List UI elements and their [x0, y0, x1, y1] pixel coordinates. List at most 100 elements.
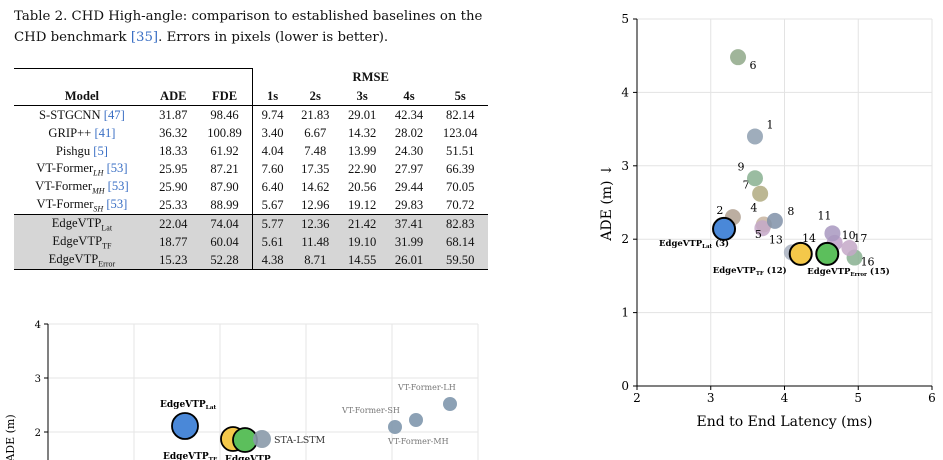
value-cell: 4.38 [252, 251, 292, 270]
value-cell: 123.04 [442, 125, 478, 140]
point-label: VT-Former-LH [397, 383, 456, 392]
value-cell: 87.21 [210, 161, 239, 176]
x-tick-label: 2 [633, 391, 641, 405]
y-tick-label: 5 [621, 12, 629, 26]
y-tick-label: 0 [621, 379, 629, 393]
point-label: 2 [716, 204, 723, 217]
model-name-cell: EdgeVTPError [14, 251, 150, 270]
value-cell: 27.97 [394, 161, 424, 176]
model-name: Pishgu [55, 143, 91, 158]
citation-link[interactable]: [53] [106, 160, 128, 175]
point-label: EdgeVTP [225, 455, 271, 460]
table-header-row-2: Model ADE FDE 1s 2s 3s 4s 5s [14, 87, 488, 106]
x-tick-label: 6 [928, 391, 936, 405]
table-row: VT-FormerMH [53] 25.90 87.90 6.40 14.62 20.56… [14, 178, 488, 196]
scatter-point [443, 397, 457, 411]
model-name: GRIP++ [48, 125, 92, 140]
value-cell: 74.04 [196, 214, 253, 233]
highlight-point [171, 412, 199, 440]
x-tick-label: 5 [854, 391, 862, 405]
model-name-cell: EdgeVTPLat [14, 214, 150, 233]
point-label: 11 [817, 209, 831, 222]
table-row: GRIP++ [41] 36.32 100.89 3.40 6.67 14.32 28.02… [14, 124, 488, 142]
scatter-point [824, 225, 841, 242]
highlight-point [712, 216, 737, 241]
citation-link[interactable]: [53] [106, 196, 128, 211]
scatter-point [747, 170, 763, 187]
point-label: 4 [750, 202, 757, 215]
model-subscript: TF [102, 241, 112, 251]
model-name: EdgeVTP [51, 215, 102, 230]
scatter-point [752, 185, 769, 202]
baseline-rows: S-STGCNN [47] 31.87 98.46 9.74 21.83 29.01 42.… [14, 105, 488, 215]
value-cell: 52.28 [196, 251, 253, 270]
citation-link[interactable]: [5] [93, 143, 108, 158]
chart-latency-vs-ade: 2 3 4 5 6 0 1 2 3 4 5 End to End Latency (ms) ADE (m… [599, 12, 936, 430]
table-row: S-STGCNN [47] 31.87 98.46 9.74 21.83 29.01 42.… [14, 105, 488, 124]
model-subscript: Error [98, 259, 116, 269]
value-cell: 25.95 [159, 161, 188, 176]
value-cell: 26.01 [385, 251, 433, 270]
scatter-point [766, 212, 783, 229]
value-cell: 24.30 [394, 143, 424, 158]
value-cell: 28.02 [394, 125, 424, 140]
rmse-header: RMSE [252, 68, 488, 87]
scatter-point [841, 240, 858, 257]
model-subscript: Lat [101, 223, 113, 233]
value-cell: 60.04 [196, 233, 253, 251]
highlight-point-label: EdgeVTPLat (3) [659, 238, 729, 250]
y-tick-label: 1 [621, 306, 629, 320]
column-header: 5s [432, 87, 488, 106]
column-header: Model [14, 87, 150, 106]
model-name: VT-Former [36, 160, 94, 175]
table-row: VT-FormerLH [53] 25.95 87.21 7.60 17.35 22.90… [14, 160, 488, 178]
value-cell: 88.99 [210, 197, 239, 212]
caption-ref[interactable]: [35] [130, 30, 159, 45]
column-header: 1s [252, 87, 292, 106]
model-name: EdgeVTP [48, 251, 99, 266]
y-tick-label: 2 [621, 232, 629, 246]
model-name: VT-Former [35, 178, 93, 193]
value-cell: 5.61 [252, 233, 292, 251]
value-cell: 9.74 [252, 105, 292, 124]
citation-link[interactable]: [47] [103, 107, 125, 122]
value-cell: 12.96 [301, 197, 330, 212]
table-row: Pishgu [5] 18.33 61.92 4.04 7.48 13.99 24.30 51… [14, 142, 488, 160]
value-cell: 8.71 [291, 251, 339, 270]
value-cell: 5.77 [252, 214, 292, 233]
model-name-cell: GRIP++ [41] [14, 124, 150, 142]
value-cell: 21.42 [338, 214, 386, 233]
table-row: VT-FormerSH [53] 25.33 88.99 5.67 12.96 19.12… [14, 196, 488, 215]
model-subscript: LH [93, 168, 104, 178]
ours-row: EdgeVTPLat 22.04 74.04 5.77 12.36 21.42 37.41 8… [14, 214, 488, 233]
citation-link[interactable]: [41] [94, 125, 116, 140]
value-cell: 29.44 [394, 179, 424, 194]
value-cell: 6.40 [252, 178, 292, 196]
value-cell: 42.34 [394, 107, 424, 122]
y-axis-label: ADE (m) [4, 414, 17, 460]
scatter-point [409, 413, 423, 427]
point-label: VT-Former-MH [387, 437, 449, 446]
scatter-point [754, 220, 771, 237]
table-caption: Table 2. CHD High-angle: comparison to e… [14, 6, 494, 48]
model-name: VT-Former [36, 196, 94, 211]
point-label: VT-Former-SH [341, 406, 400, 415]
value-cell: 82.14 [446, 107, 475, 122]
value-cell: 36.32 [159, 125, 188, 140]
value-cell: 14.55 [338, 251, 386, 270]
y-tick-label: 4 [35, 320, 41, 331]
point-label: 1 [767, 118, 774, 131]
model-name: S-STGCNN [39, 107, 101, 122]
point-label: 6 [750, 59, 757, 72]
table-header-row-1: RMSE [14, 68, 488, 87]
column-header: FDE [196, 87, 253, 106]
value-cell: 18.77 [149, 233, 197, 251]
highlight-point-label: EdgeVTPError (15) [807, 266, 890, 278]
caption-label: Table 2. [14, 9, 68, 24]
y-tick-label: 4 [621, 85, 629, 99]
citation-link[interactable]: [53] [107, 178, 129, 193]
value-cell: 5.67 [252, 196, 292, 215]
value-cell: 25.33 [159, 197, 188, 212]
point-label: 10 [842, 229, 856, 242]
value-cell: 29.01 [347, 107, 377, 122]
